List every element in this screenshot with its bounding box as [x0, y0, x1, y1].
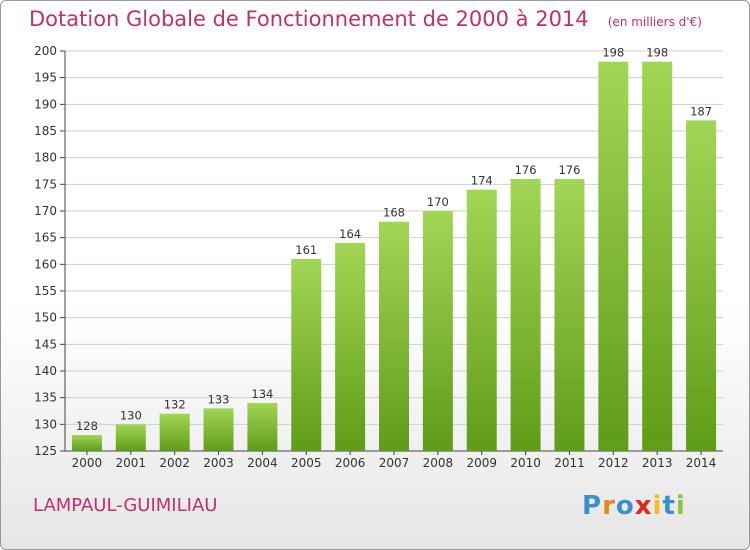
- data-label-2005: 161: [295, 243, 317, 257]
- x-tick-label: 2000: [72, 456, 103, 470]
- bar-2001: [115, 424, 146, 451]
- y-tick-label: 125: [34, 444, 57, 458]
- x-tick-label: 2012: [598, 456, 629, 470]
- x-tick-label: 2007: [379, 456, 410, 470]
- logo-letter: P: [582, 491, 603, 521]
- y-tick-label: 185: [34, 124, 57, 138]
- proxiti-logo: Proxiti: [582, 491, 686, 521]
- bar-2010: [510, 179, 541, 451]
- logo-letter: t: [662, 491, 676, 521]
- data-label-2013: 198: [646, 46, 668, 60]
- y-tick-label: 195: [34, 71, 57, 85]
- data-label-2007: 168: [383, 206, 405, 220]
- logo-letter: o: [615, 491, 635, 521]
- axis-layer: 125 130 135 140 145 150 155 160 165 170 175 180 185 1…: [34, 44, 723, 470]
- bar-2008: [422, 211, 453, 451]
- data-label-2001: 130: [120, 408, 142, 422]
- bar-2009: [466, 189, 497, 451]
- y-tick-label: 145: [34, 337, 57, 351]
- bar-2014: [686, 120, 717, 451]
- logo-letter: r: [602, 491, 616, 521]
- y-tick-label: 150: [34, 311, 57, 325]
- bar-2013: [642, 61, 673, 452]
- y-tick-label: 140: [34, 364, 57, 378]
- bar-2007: [379, 221, 409, 451]
- x-tick-label: 2009: [466, 456, 497, 470]
- y-tick-label: 130: [34, 417, 57, 431]
- bar-2004: [247, 403, 278, 451]
- y-tick-label: 180: [34, 151, 57, 165]
- data-label-2004: 134: [251, 387, 273, 401]
- x-tick-label: 2010: [510, 456, 541, 470]
- y-tick-label: 200: [34, 44, 57, 58]
- bar-2002: [159, 413, 190, 451]
- y-tick-label: 155: [34, 284, 57, 298]
- y-tick-label: 160: [34, 257, 57, 271]
- x-tick-label: 2008: [423, 456, 454, 470]
- commune-name: LAMPAUL-GUIMILIAU: [33, 495, 218, 516]
- bar-layer: [71, 61, 717, 452]
- data-label-2006: 164: [339, 227, 361, 241]
- data-label-2012: 198: [602, 46, 624, 60]
- logo-letter: i: [675, 491, 686, 521]
- x-tick-label: 2001: [116, 456, 147, 470]
- data-label-2014: 187: [690, 104, 712, 118]
- x-tick-label: 2013: [642, 456, 673, 470]
- y-tick-label: 135: [34, 391, 57, 405]
- y-tick-label: 165: [34, 231, 57, 245]
- x-tick-label: 2003: [203, 456, 234, 470]
- logo-letter: i: [652, 491, 663, 521]
- x-tick-label: 2002: [159, 456, 190, 470]
- chart-title: Dotation Globale de Fonctionnement de 20…: [29, 7, 702, 31]
- x-tick-label: 2014: [686, 456, 717, 470]
- label-layer: 128 130 132 133 134 161 164 168 170 174 176 176 198 1…: [76, 46, 712, 433]
- bar-2012: [598, 61, 629, 452]
- y-tick-label: 170: [34, 204, 57, 218]
- logo-letter: x: [634, 491, 653, 521]
- data-label-2003: 133: [208, 392, 230, 406]
- data-label-2008: 170: [427, 195, 449, 209]
- title-text: Dotation Globale de Fonctionnement de 20…: [29, 7, 589, 31]
- data-label-2010: 176: [515, 163, 537, 177]
- data-label-2002: 132: [164, 398, 186, 412]
- bar-2003: [203, 408, 234, 451]
- bar-2005: [291, 259, 322, 451]
- x-tick-label: 2011: [554, 456, 585, 470]
- data-label-2000: 128: [76, 419, 98, 433]
- bar-2011: [554, 179, 585, 451]
- data-label-2011: 176: [558, 163, 580, 177]
- bar-2006: [335, 243, 366, 451]
- unit-text: (en milliers d'€): [607, 15, 702, 29]
- bar-2000: [71, 435, 102, 451]
- x-tick-label: 2004: [247, 456, 278, 470]
- x-tick-label: 2006: [335, 456, 366, 470]
- data-label-2009: 174: [471, 174, 493, 188]
- x-tick-label: 2005: [291, 456, 322, 470]
- y-tick-label: 175: [34, 177, 57, 191]
- y-tick-label: 190: [34, 97, 57, 111]
